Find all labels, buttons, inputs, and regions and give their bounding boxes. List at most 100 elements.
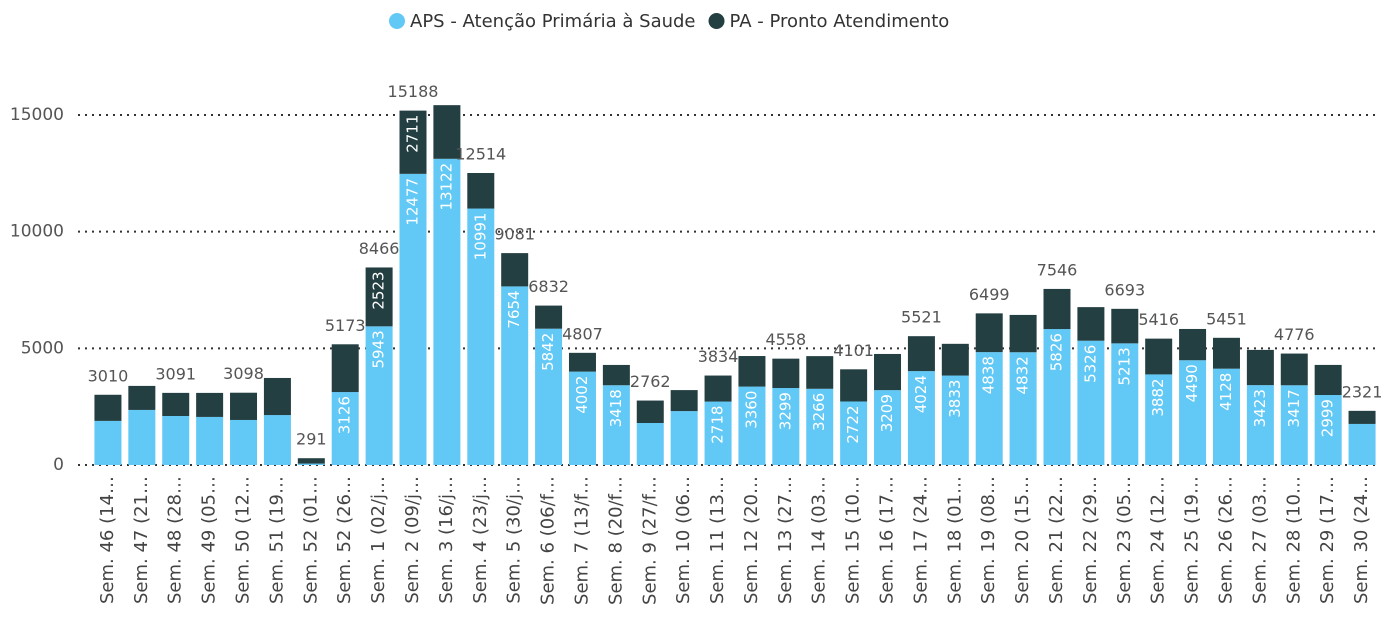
value-label: 3423 bbox=[1251, 389, 1269, 427]
x-tick-label: Sem. 10 (06… bbox=[673, 476, 694, 604]
value-label: 4490 bbox=[1183, 364, 1201, 402]
total-label: 2762 bbox=[630, 372, 671, 391]
x-tick-label: Sem. 8 (20/f… bbox=[605, 476, 626, 605]
x-tick-label: Sem. 17 (24… bbox=[910, 476, 931, 604]
bar-segment bbox=[230, 392, 258, 420]
legend-marker bbox=[389, 13, 405, 29]
total-label: 3091 bbox=[155, 364, 196, 383]
bar-segment bbox=[1009, 352, 1037, 465]
bar-segment bbox=[501, 286, 529, 465]
bar-segment bbox=[568, 352, 596, 372]
bar-segment bbox=[399, 173, 427, 465]
x-tick-label: Sem. 21 (22… bbox=[1046, 476, 1067, 604]
y-tick-label: 5000 bbox=[21, 338, 64, 358]
bar-segment bbox=[433, 158, 461, 465]
bar-segment bbox=[467, 173, 495, 209]
bar-segment bbox=[636, 400, 664, 423]
bar-segment bbox=[738, 386, 766, 465]
total-label: 2321 bbox=[1342, 382, 1383, 401]
value-label: 2711 bbox=[404, 115, 422, 153]
bar-segment bbox=[331, 344, 359, 393]
total-label: 5521 bbox=[901, 308, 942, 327]
bar-segment bbox=[1077, 340, 1105, 465]
value-label: 5213 bbox=[1115, 347, 1133, 385]
bar-segment bbox=[196, 392, 224, 417]
total-label: 7546 bbox=[1037, 260, 1078, 279]
bar-segment bbox=[602, 385, 630, 465]
total-label: 5416 bbox=[1138, 310, 1179, 329]
bar-segment bbox=[670, 390, 698, 412]
value-label: 3417 bbox=[1285, 389, 1303, 427]
bar-segment bbox=[1212, 337, 1240, 369]
bar-segment bbox=[196, 416, 224, 465]
value-label: 3833 bbox=[946, 380, 964, 418]
x-tick-label: Sem. 51 (19… bbox=[266, 476, 287, 604]
bar-segment bbox=[230, 419, 258, 465]
bar-segment bbox=[1009, 314, 1037, 353]
x-tick-label: Sem. 1 (02/j… bbox=[368, 476, 389, 604]
bar-segment bbox=[1179, 360, 1207, 465]
bar-segment bbox=[975, 313, 1003, 353]
total-label: 12514 bbox=[455, 145, 506, 164]
value-label: 2999 bbox=[1319, 399, 1337, 437]
bar-segment bbox=[365, 267, 393, 327]
x-tick-label: Sem. 23 (05… bbox=[1114, 476, 1135, 604]
bar-segment bbox=[501, 253, 529, 287]
bar-segment bbox=[704, 375, 732, 402]
value-label: 3418 bbox=[607, 389, 625, 427]
x-tick-label: Sem. 14 (03… bbox=[809, 476, 830, 604]
x-tick-label: Sem. 30 (24… bbox=[1351, 476, 1372, 604]
x-tick-label: Sem. 2 (09/j… bbox=[402, 476, 423, 604]
bar-segment bbox=[941, 375, 969, 465]
value-label: 3882 bbox=[1149, 378, 1167, 416]
bar-segment bbox=[636, 423, 664, 465]
x-tick-label: Sem. 15 (10… bbox=[843, 476, 864, 604]
bar-segment bbox=[704, 401, 732, 465]
bar-segment bbox=[433, 105, 461, 159]
value-label: 10991 bbox=[471, 213, 489, 261]
value-label: 2722 bbox=[844, 405, 862, 443]
total-label: 6832 bbox=[528, 277, 569, 296]
total-label: 15188 bbox=[388, 82, 439, 101]
x-tick-label: Sem. 18 (01… bbox=[944, 476, 965, 604]
total-label: 4101 bbox=[833, 341, 874, 360]
value-label: 3209 bbox=[878, 394, 896, 432]
bar-segment bbox=[1348, 423, 1376, 465]
legend-label: APS - Atenção Primária à Saude bbox=[410, 11, 696, 32]
bar-segment bbox=[1246, 349, 1274, 386]
x-tick-label: Sem. 47 (21… bbox=[131, 476, 152, 604]
bar-segment bbox=[1043, 288, 1071, 330]
bar-segment bbox=[772, 358, 800, 389]
bar-segment bbox=[941, 343, 969, 376]
x-tick-label: Sem. 11 (13… bbox=[707, 476, 728, 604]
bar-segment bbox=[1314, 395, 1342, 465]
bar-segment bbox=[1314, 364, 1342, 396]
bar-segment bbox=[399, 110, 427, 174]
bar-segment bbox=[1280, 385, 1308, 465]
bar-segment bbox=[94, 420, 122, 465]
bar-segment bbox=[162, 416, 190, 465]
x-tick-label: Sem. 26 (26… bbox=[1215, 476, 1236, 604]
value-label: 4832 bbox=[1014, 356, 1032, 394]
total-label: 8466 bbox=[359, 239, 400, 258]
bar-segment bbox=[331, 392, 359, 465]
bar-segment bbox=[874, 390, 902, 465]
bar-segment bbox=[1111, 343, 1139, 465]
x-tick-label: Sem. 24 (12… bbox=[1148, 476, 1169, 604]
total-label: 4776 bbox=[1274, 325, 1315, 344]
bar-segment bbox=[1212, 368, 1240, 465]
x-tick-label: Sem. 52 (26… bbox=[334, 476, 355, 604]
bar-segment bbox=[907, 336, 935, 372]
bar-segment bbox=[535, 328, 563, 465]
value-label: 4002 bbox=[573, 376, 591, 414]
value-label: 3299 bbox=[776, 392, 794, 430]
total-label: 3098 bbox=[223, 364, 264, 383]
total-label: 9081 bbox=[494, 225, 535, 244]
bar-segment bbox=[602, 364, 630, 386]
y-tick-label: 0 bbox=[53, 455, 64, 475]
bar-segment bbox=[1145, 374, 1173, 465]
x-tick-label: Sem. 50 (12… bbox=[233, 476, 254, 604]
total-label: 5173 bbox=[325, 316, 366, 335]
value-label: 4838 bbox=[980, 356, 998, 394]
